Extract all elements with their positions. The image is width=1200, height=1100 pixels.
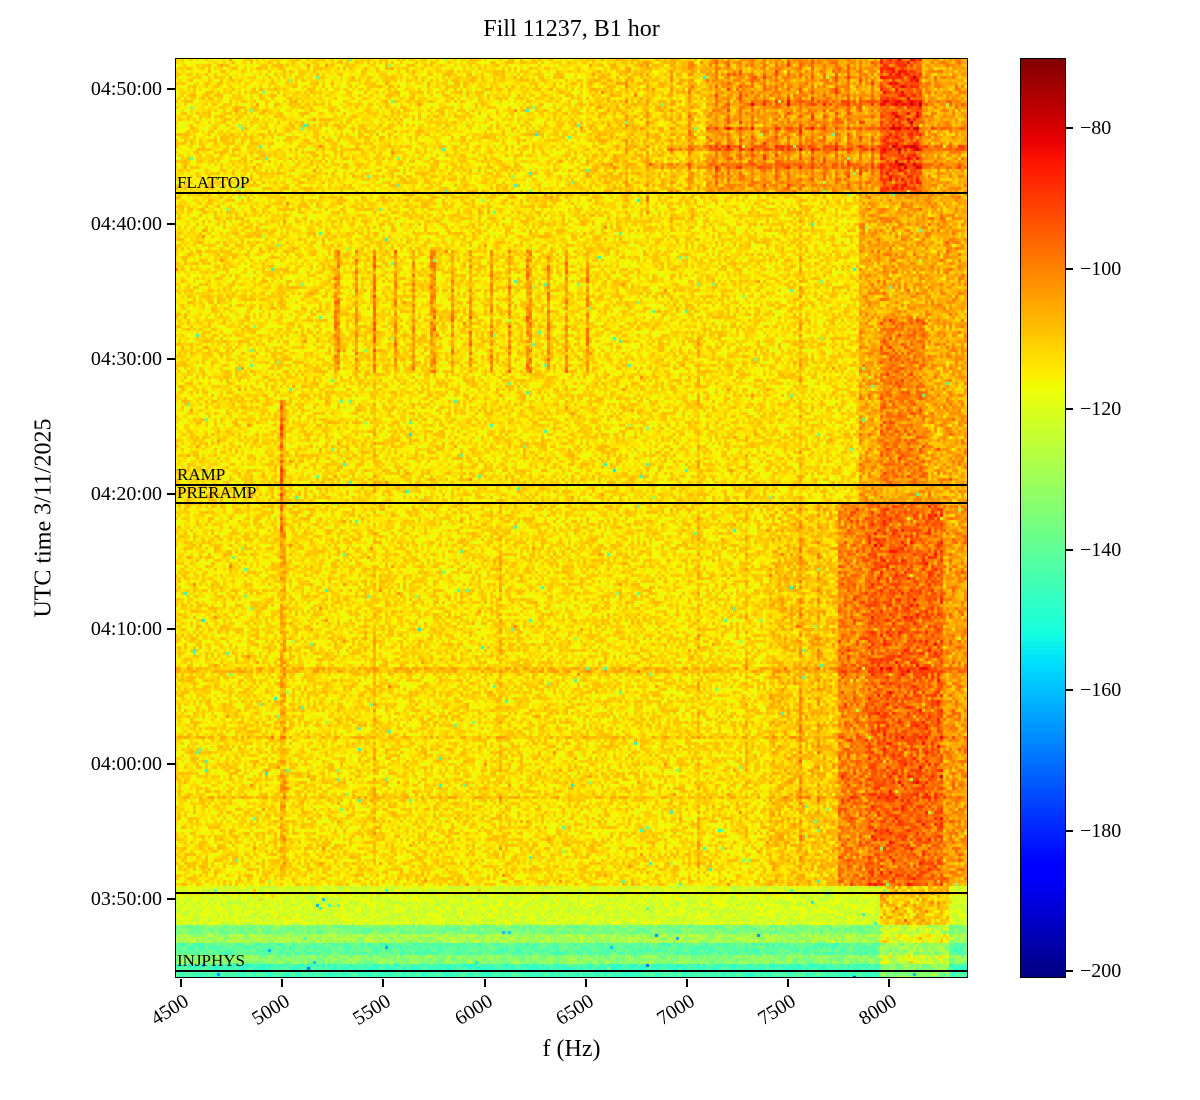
figure: Fill 11237, B1 hor UTC time 3/11/2025 FL… [0,0,1200,1100]
x-tick-mark [484,979,486,987]
chart-title: Fill 11237, B1 hor [175,16,968,43]
annotation-line [175,502,968,504]
x-tick-mark [585,979,587,987]
colorbar-tick-mark [1066,127,1073,129]
x-axis-label: f (Hz) [175,1036,968,1063]
y-tick-label: 04:50:00 [0,76,162,102]
x-tick-label: 8000 [759,990,889,1013]
y-tick-mark [167,493,175,495]
y-tick-mark [167,628,175,630]
y-tick-label: 04:10:00 [0,616,162,642]
colorbar-tick-label: −80 [1080,115,1111,141]
y-tick-mark [167,358,175,360]
colorbar-tick-mark [1066,689,1073,691]
y-tick-mark [167,898,175,900]
x-tick-mark [180,979,182,987]
y-tick-label: 04:40:00 [0,211,162,237]
colorbar-tick-mark [1066,549,1073,551]
colorbar-tick-mark [1066,268,1073,270]
colorbar-tick-mark [1066,830,1073,832]
x-tick-mark [281,979,283,987]
annotation-line [175,892,968,894]
x-tick-mark [888,979,890,987]
colorbar-tick-label: −140 [1080,537,1121,563]
annotation-label: PRERAMP [177,483,256,503]
x-tick-mark [382,979,384,987]
y-tick-label: 04:00:00 [0,751,162,777]
x-tick-mark [686,979,688,987]
annotation-label: INJPHYS [177,951,245,971]
colorbar-canvas [1020,58,1066,978]
colorbar-tick-mark [1066,970,1073,972]
colorbar-tick-mark [1066,408,1073,410]
x-tick-label-text: 8000 [855,990,901,1031]
annotation-label: FLATTOP [177,173,249,193]
y-tick-mark [167,88,175,90]
y-tick-label: 04:20:00 [0,481,162,507]
colorbar-tick-label: −100 [1080,256,1121,282]
annotation-label: RAMP [177,465,225,485]
y-tick-mark [167,763,175,765]
colorbar-tick-label: −120 [1080,396,1121,422]
x-tick-mark [787,979,789,987]
annotation-line [175,192,968,194]
annotation-line [175,970,968,972]
colorbar-tick-label: −200 [1080,958,1121,984]
colorbar-tick-label: −180 [1080,818,1121,844]
spectrogram-canvas [175,58,968,978]
colorbar-tick-label: −160 [1080,677,1121,703]
y-tick-label: 04:30:00 [0,346,162,372]
y-axis-label: UTC time 3/11/2025 [31,418,58,617]
y-tick-label: 03:50:00 [0,886,162,912]
annotation-line [175,484,968,486]
y-tick-mark [167,223,175,225]
